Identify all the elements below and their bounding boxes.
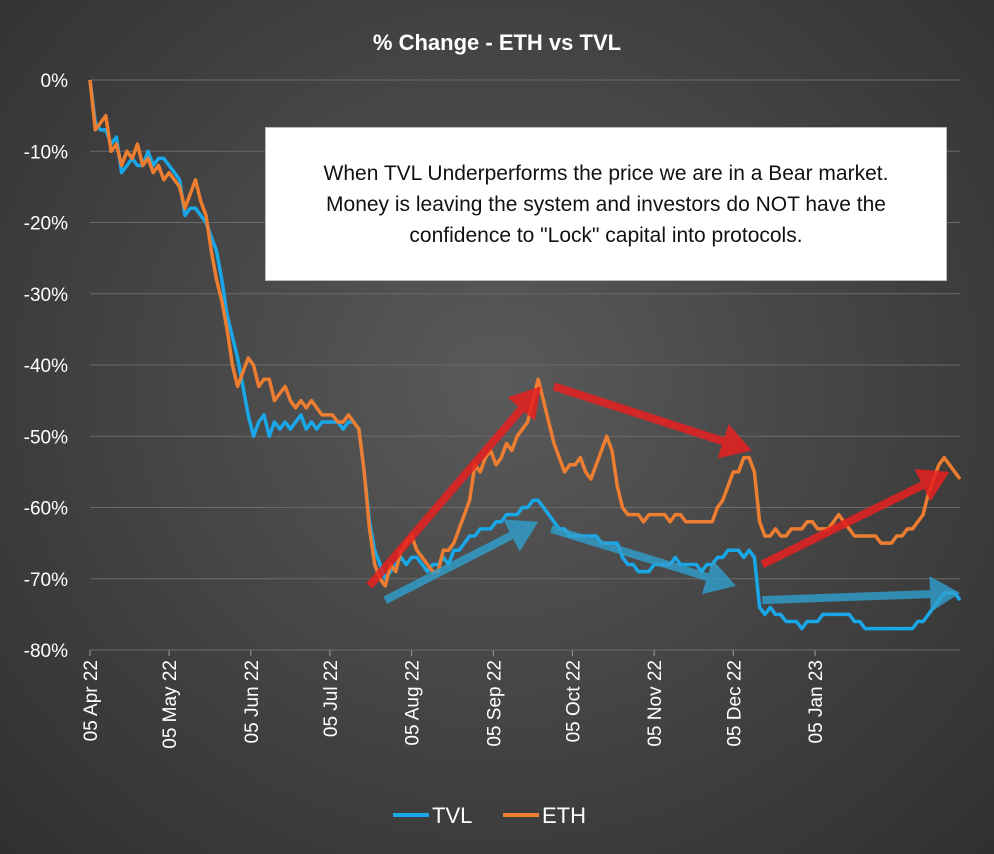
y-tick-label: -20% [24,214,68,235]
x-tick-label: 05 Jul 22 [321,660,342,737]
x-tick-label: 05 Jun 22 [242,660,263,743]
y-tick-label: 0% [41,71,69,92]
y-tick-label: -70% [24,570,68,591]
y-tick-label: -50% [24,427,68,448]
x-tick-label: 05 Nov 22 [645,660,666,747]
y-tick-label: -60% [24,499,68,520]
x-tick-label: 05 Sep 22 [484,660,505,747]
x-tick-label: 05 May 22 [160,660,181,749]
legend-label-eth: ETH [542,803,586,828]
y-tick-label: -10% [24,142,68,163]
series-line-tvl [88,79,962,631]
red-trend-arrow [760,469,950,569]
blue-trend-arrow [383,519,539,604]
red-trend-arrow [366,386,541,589]
blue-trend-arrow [762,576,960,613]
y-tick-label: -40% [24,356,68,377]
x-tick-label: 05 Dec 22 [724,660,745,747]
x-tick-label: 05 Aug 22 [403,660,424,746]
series-line-eth [88,79,962,588]
x-tick-label: 05 Apr 22 [81,660,102,741]
chart-title: % Change - ETH vs TVL [373,30,621,55]
x-tick-label: 05 Oct 22 [563,660,584,742]
y-tick-label: -30% [24,285,68,306]
red-trend-arrow [552,382,752,459]
blue-trend-arrow [550,525,736,595]
annotation-box: When TVL Underperforms the price we are … [265,127,947,281]
x-tick-label: 05 Jan 23 [806,660,827,743]
legend-label-tvl: TVL [432,803,472,828]
y-tick-label: -80% [24,641,68,662]
